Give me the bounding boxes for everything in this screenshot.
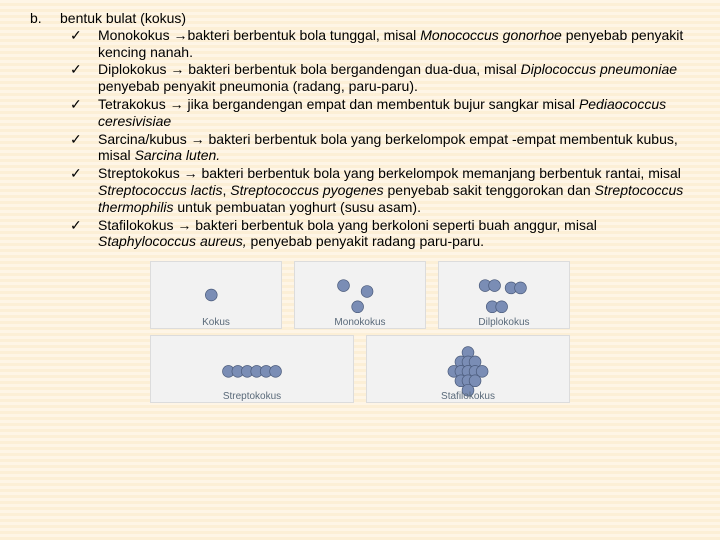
section-title: bentuk bulat (kokus) — [60, 10, 690, 27]
bullet-list: ✓Monokokus →bakteri berbentuk bola tungg… — [70, 27, 690, 250]
list-item: ✓Monokokus →bakteri berbentuk bola tungg… — [70, 27, 690, 61]
section-label: b. — [30, 10, 60, 251]
item-text: Tetrakokus → jika bergandengan empat dan… — [98, 96, 690, 130]
item-text: Diplokokus → bakteri berbentuk bola berg… — [98, 61, 690, 95]
check-icon: ✓ — [70, 131, 98, 165]
diagram-label: Stafilokokus — [441, 391, 495, 403]
diagram-cell: Kokus — [150, 261, 282, 329]
check-icon: ✓ — [70, 96, 98, 130]
list-item: ✓Sarcina/kubus → bakteri berbentuk bola … — [70, 131, 690, 165]
diagram-label: Kokus — [202, 317, 230, 329]
item-text: Sarcina/kubus → bakteri berbentuk bola y… — [98, 131, 690, 165]
item-text: Streptokokus → bakteri berbentuk bola ya… — [98, 165, 690, 215]
check-icon: ✓ — [70, 217, 98, 251]
diagram-area: Kokus Monokokus Dilplokokus Streptokokus St… — [150, 261, 570, 403]
diagram-cell: Streptokokus — [150, 335, 354, 403]
diagram-label: Monokokus — [334, 317, 385, 329]
diagram-label: Streptokokus — [223, 391, 281, 403]
check-icon: ✓ — [70, 61, 98, 95]
diagram-cell: Dilplokokus — [438, 261, 570, 329]
list-item: ✓Stafilokokus → bakteri berbentuk bola y… — [70, 217, 690, 251]
diagram-cell: Stafilokokus — [366, 335, 570, 403]
item-text: Monokokus →bakteri berbentuk bola tungga… — [98, 27, 690, 61]
list-item: ✓Streptokokus → bakteri berbentuk bola y… — [70, 165, 690, 215]
list-item: ✓Diplokokus → bakteri berbentuk bola ber… — [70, 61, 690, 95]
check-icon: ✓ — [70, 27, 98, 61]
diagram-cell: Monokokus — [294, 261, 426, 329]
item-text: Stafilokokus → bakteri berbentuk bola ya… — [98, 217, 690, 251]
check-icon: ✓ — [70, 165, 98, 215]
diagram-label: Dilplokokus — [478, 317, 529, 329]
list-item: ✓Tetrakokus → jika bergandengan empat da… — [70, 96, 690, 130]
